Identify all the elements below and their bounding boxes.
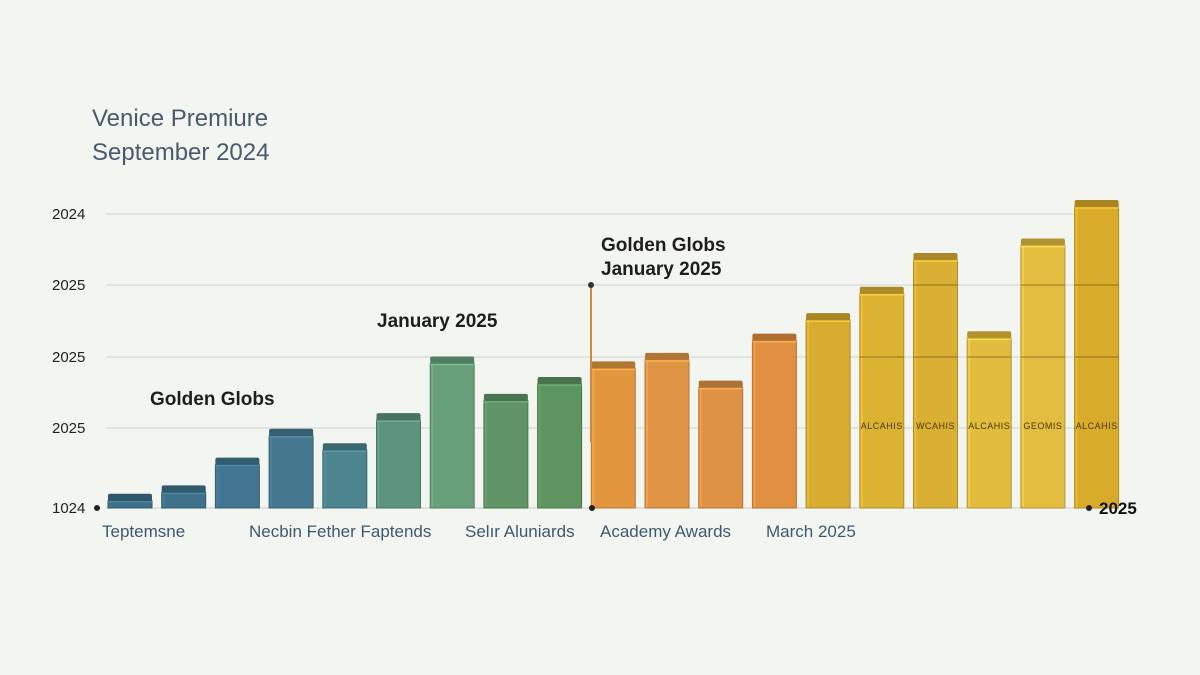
bar (1020, 238, 1066, 509)
bar (268, 428, 314, 509)
bar-label: ALCAHIS (861, 421, 903, 431)
bar (966, 331, 1012, 509)
bar (483, 393, 529, 509)
bar (698, 380, 744, 509)
y-tick-label: 2025 (52, 277, 85, 294)
bar-label: GEOMIS (1023, 421, 1062, 431)
annotations: Golden Globs January 2025 Golden Globs Janu… (150, 235, 726, 442)
axis-dot (94, 505, 100, 511)
bar (537, 376, 583, 509)
bars: ALCAHIS WCAHIS ALCAHIS GEOMIS ALCAHIS (107, 200, 1120, 509)
end-label: 2025 (1099, 499, 1137, 518)
y-tick-label: 1024 (52, 500, 85, 517)
bar (107, 493, 153, 509)
axis-dot (1086, 505, 1092, 511)
bar (161, 485, 207, 509)
y-tick-label: 2024 (52, 206, 85, 223)
annotation-text: Golden Globs (601, 235, 726, 256)
x-axis-label: Selır Aluniards (465, 522, 575, 541)
y-axis-ticks: 2024 2025 2025 2025 1024 (52, 206, 85, 517)
bar (1074, 200, 1120, 509)
bar (590, 361, 636, 509)
annotation-text: January 2025 (601, 259, 722, 280)
title-line-2: September 2024 (92, 139, 269, 166)
x-axis-labels: Teptemsne Necbin Fether Faptends Selır Alu… (102, 522, 856, 541)
x-axis-label: Teptemsne (102, 522, 185, 541)
chart-title: Venice Premiure September 2024 (92, 105, 269, 166)
bar (429, 356, 475, 509)
bar (805, 313, 851, 509)
end-marker: 2025 (94, 499, 1137, 518)
bar (376, 413, 421, 509)
x-axis-label: March 2025 (766, 522, 856, 541)
bar (644, 352, 690, 509)
y-tick-label: 2025 (52, 349, 85, 366)
axis-dot (589, 505, 595, 511)
y-tick-label: 2025 (52, 420, 85, 437)
bar (322, 443, 368, 509)
x-axis-label: Academy Awards (600, 522, 731, 541)
title-line-1: Venice Premiure (92, 105, 268, 132)
bar-label: WCAHIS (916, 421, 955, 431)
bar-label: ALCAHIS (1076, 421, 1118, 431)
bar (214, 457, 260, 509)
annotation-text: January 2025 (377, 311, 498, 332)
x-axis-label: Necbin Fether Faptends (249, 522, 431, 541)
annotation-dot (588, 282, 594, 288)
bar-label: ALCAHIS (968, 421, 1010, 431)
bar (913, 252, 958, 509)
bar (751, 333, 797, 509)
annotation-text: Golden Globs (150, 389, 275, 410)
bar (859, 286, 905, 509)
